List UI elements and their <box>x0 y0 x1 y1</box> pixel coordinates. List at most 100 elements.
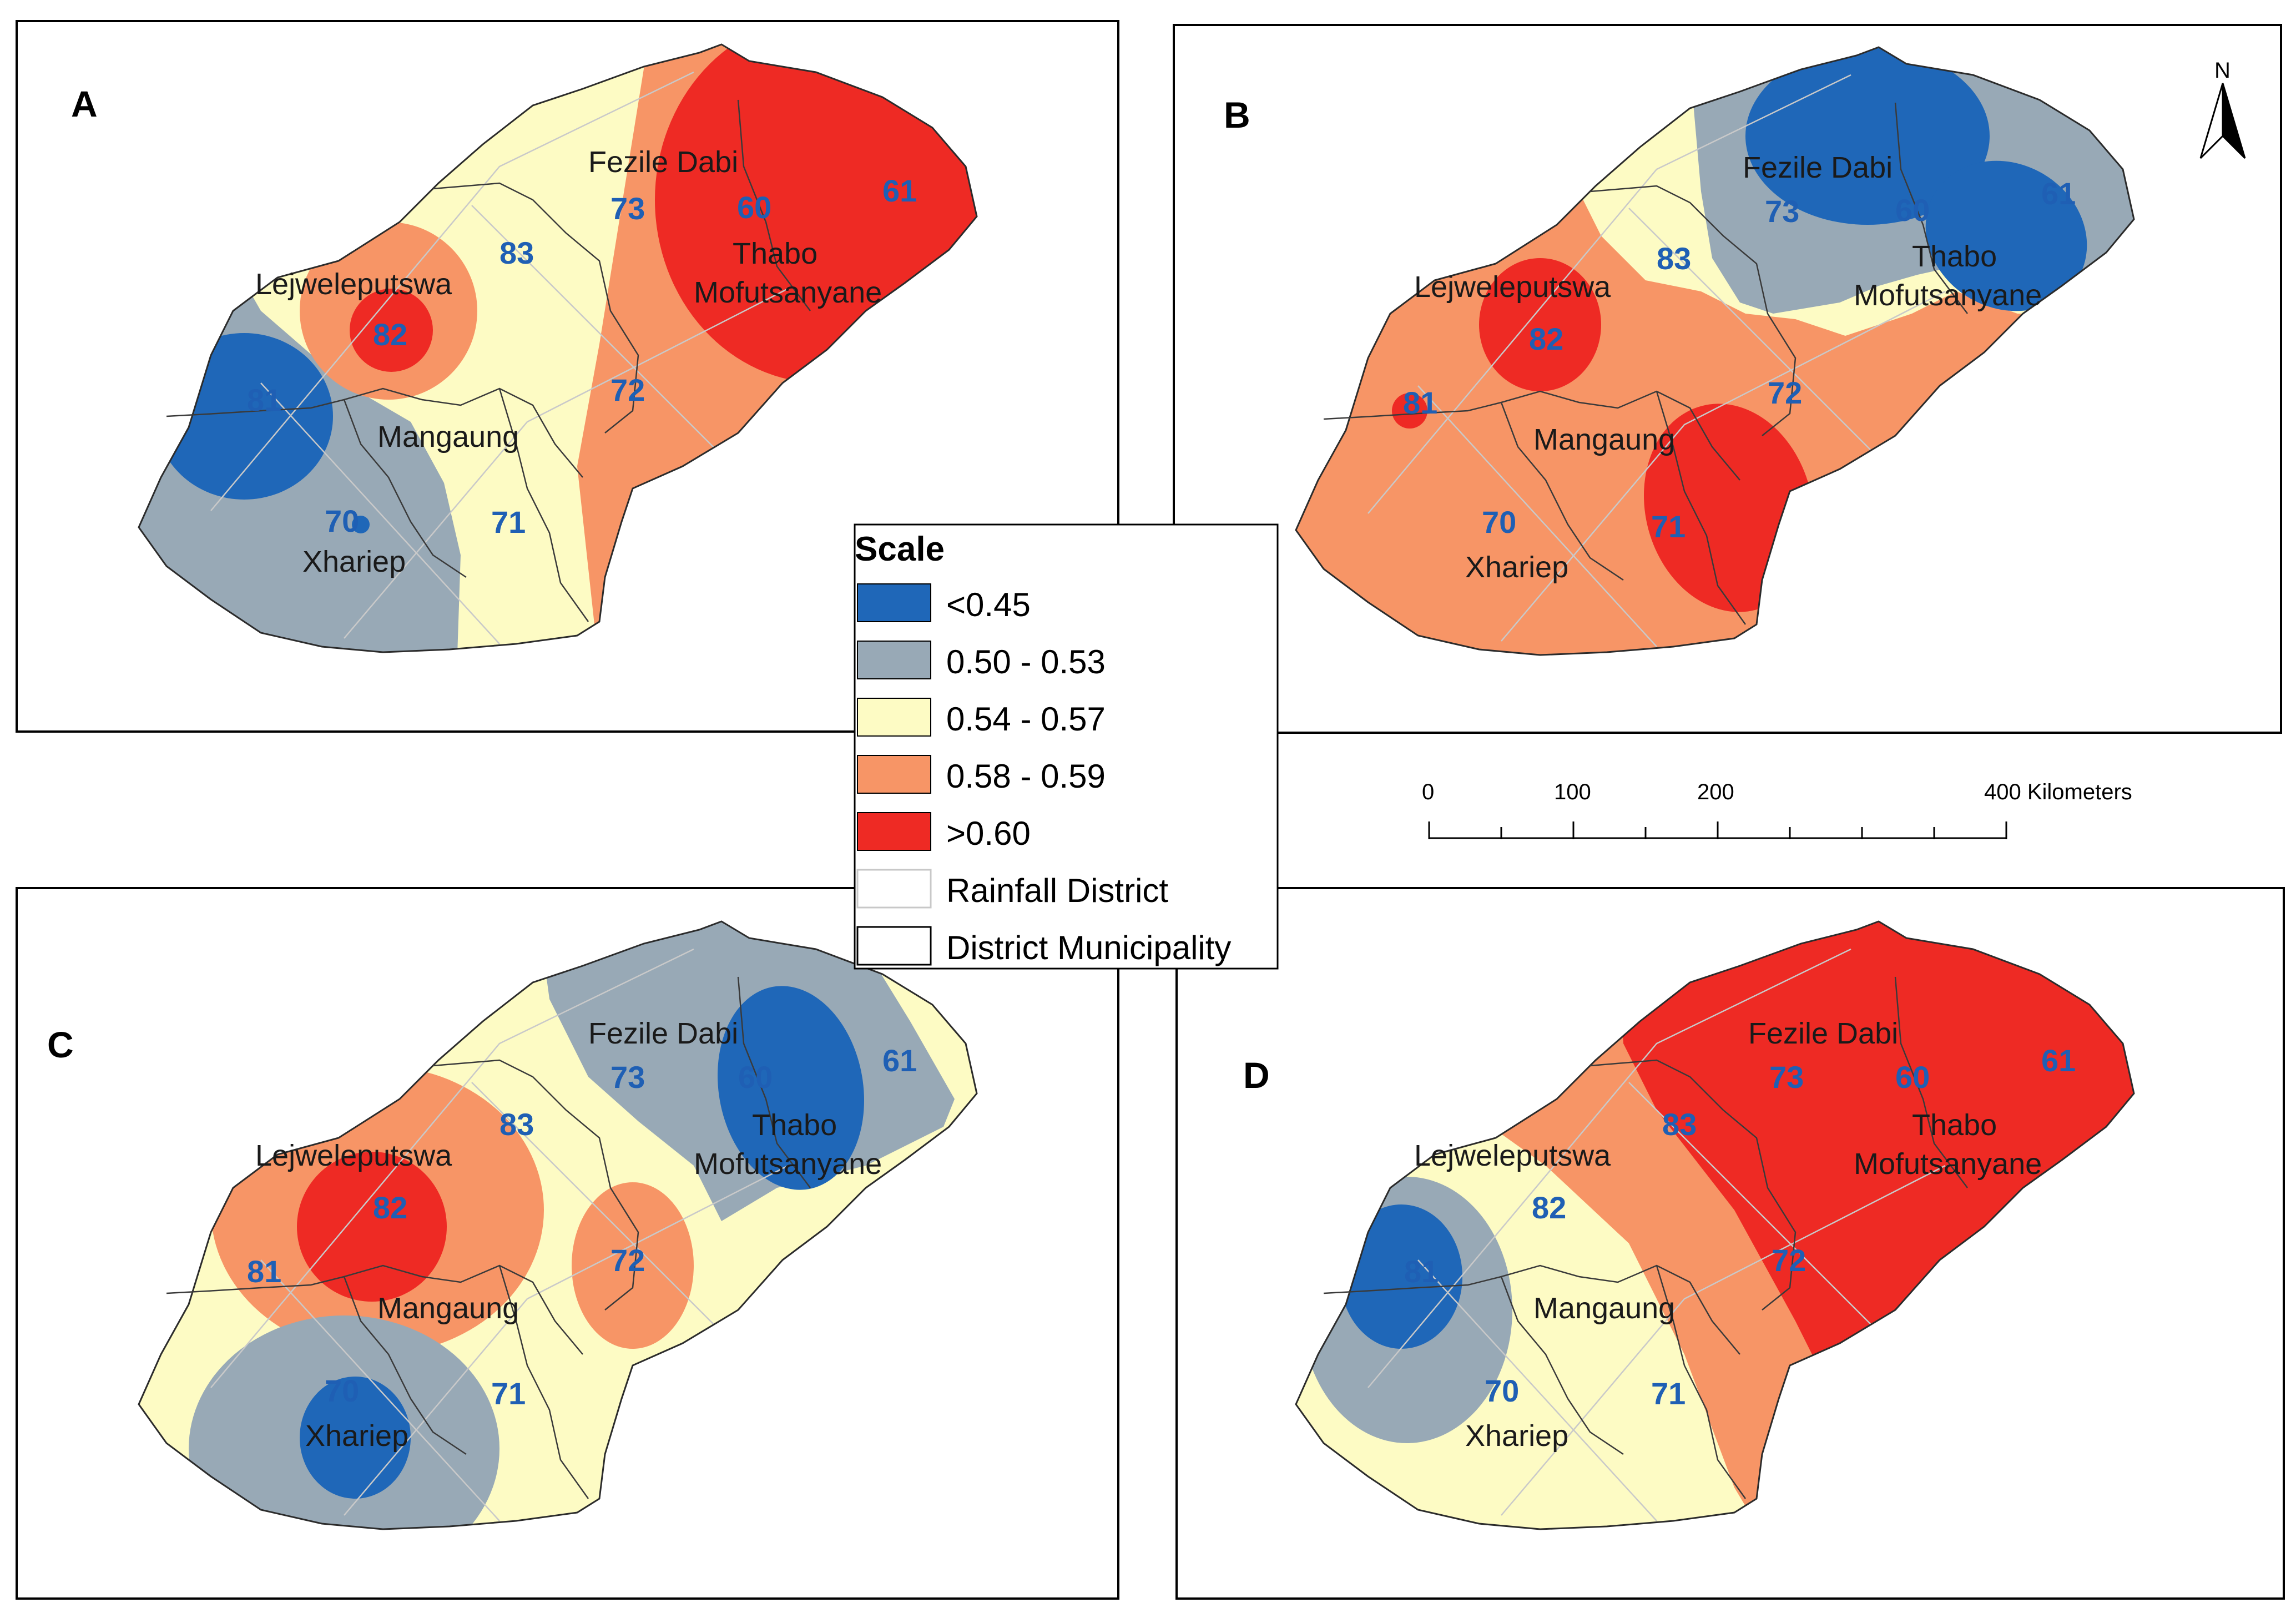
rainfall-district-83: 83 <box>499 235 534 270</box>
district-label-thabo-2: Mofutsanyane <box>1854 1147 2042 1181</box>
legend-label-gt060: >0.60 <box>946 815 1031 852</box>
rainfall-district-72: 72 <box>1768 375 1802 410</box>
district-label-thabo-2: Mofutsanyane <box>1854 279 2042 312</box>
district-label-thabo-1: Thabo <box>733 237 818 270</box>
rainfall-district-73: 73 <box>610 1060 645 1095</box>
zone-c-lejwe-red <box>297 1152 447 1302</box>
zone-b-dot-81 <box>1392 393 1427 429</box>
rainfall-district-71: 71 <box>1651 1376 1686 1411</box>
zone-b-fezile-blue <box>1745 47 1990 225</box>
district-label-mangaung: Mangaung <box>377 420 519 453</box>
rainfall-district-70: 70 <box>325 503 359 538</box>
panel-label-a: A <box>71 83 98 124</box>
rainfall-district-70: 70 <box>325 1373 359 1408</box>
scale-label-100: 100 <box>1554 780 1591 804</box>
legend-swatch-054-057 <box>857 698 931 737</box>
panel-a-labels: Fezile Dabi Thabo Mofutsanyane Lejwelepu… <box>247 145 917 578</box>
zone-c-thabo-blue <box>718 986 864 1190</box>
zone-c-72-orange <box>572 1182 694 1349</box>
legend-swatch-lt045 <box>857 583 931 622</box>
legend-title: Scale <box>855 530 945 568</box>
district-label-xhariep: Xhariep <box>1465 551 1568 584</box>
legend-swatch-050-053 <box>857 641 931 679</box>
rainfall-district-61: 61 <box>2041 176 2076 211</box>
district-label-fezile-dabi: Fezile Dabi <box>1743 151 1893 184</box>
scale-label-400: 400 Kilometers <box>1984 780 2132 804</box>
district-label-xhariep: Xhariep <box>1465 1419 1568 1453</box>
district-label-thabo-2: Mofutsanyane <box>694 1147 882 1181</box>
zone-a-dot-70 <box>352 516 370 533</box>
north-arrow-label: N <box>2214 58 2231 83</box>
district-label-fezile-dabi: Fezile Dabi <box>1748 1017 1898 1050</box>
legend: Scale <0.45 0.50 - 0.53 0.54 - 0.57 0.58… <box>854 523 1279 970</box>
panel-label-d: D <box>1243 1055 1270 1096</box>
rainfall-district-82: 82 <box>1532 1190 1566 1225</box>
district-label-mangaung: Mangaung <box>1533 1292 1675 1325</box>
rainfall-district-71: 71 <box>491 505 526 540</box>
rainfall-district-81: 81 <box>247 382 281 417</box>
district-label-lejweleputswa: Lejweleputswa <box>255 268 452 301</box>
rainfall-district-60: 60 <box>1895 1060 1930 1095</box>
rainfall-district-60: 60 <box>738 1060 773 1095</box>
legend-label-054-057: 0.54 - 0.57 <box>946 700 1106 738</box>
rainfall-district-73: 73 <box>610 191 645 226</box>
legend-label-050-053: 0.50 - 0.53 <box>946 643 1106 681</box>
north-arrow-icon: N <box>2199 58 2246 159</box>
scale-label-0: 0 <box>1422 780 1434 804</box>
legend-label-058-059: 0.58 - 0.59 <box>946 758 1106 795</box>
rainfall-district-71: 71 <box>491 1376 526 1411</box>
legend-swatch-gt060 <box>857 812 931 851</box>
scale-label-200: 200 <box>1697 780 1734 804</box>
panel-label-b: B <box>1224 94 1250 135</box>
panel-c-labels: Fezile Dabi Thabo Mofutsanyane Lejwelepu… <box>247 1017 917 1453</box>
panel-b-labels: Fezile Dabi Thabo Mofutsanyane Lejwelepu… <box>1403 151 2076 584</box>
rainfall-district-73: 73 <box>1769 1060 1804 1095</box>
rainfall-district-83: 83 <box>499 1107 534 1142</box>
rainfall-district-70: 70 <box>1485 1373 1519 1408</box>
rainfall-district-72: 72 <box>610 372 645 407</box>
rainfall-district-60: 60 <box>1895 193 1930 228</box>
district-label-thabo-1: Thabo <box>1912 240 1997 273</box>
legend-label-lt045: <0.45 <box>946 586 1031 623</box>
legend-label-district-municipality: District Municipality <box>946 929 1231 966</box>
rainfall-district-61: 61 <box>2041 1043 2076 1078</box>
rainfall-district-81: 81 <box>1403 385 1437 420</box>
panel-label-c: C <box>47 1024 74 1065</box>
rainfall-district-71: 71 <box>1651 509 1686 544</box>
rainfall-district-81: 81 <box>247 1254 281 1289</box>
rainfall-district-82: 82 <box>373 1190 407 1225</box>
legend-swatch-district-municipality <box>856 926 932 966</box>
rainfall-district-70: 70 <box>1482 505 1516 540</box>
zone-d-west-blue <box>1340 1204 1462 1349</box>
rainfall-district-72: 72 <box>610 1243 645 1278</box>
district-label-fezile-dabi: Fezile Dabi <box>588 145 738 179</box>
district-label-thabo-1: Thabo <box>752 1108 837 1142</box>
district-label-thabo-2: Mofutsanyane <box>694 276 882 309</box>
district-label-fezile-dabi: Fezile Dabi <box>588 1017 738 1050</box>
rainfall-district-73: 73 <box>1765 194 1799 229</box>
legend-swatch-rainfall-district <box>856 869 932 909</box>
rainfall-district-61: 61 <box>882 173 917 208</box>
district-label-thabo-1: Thabo <box>1912 1108 1997 1142</box>
rainfall-district-83: 83 <box>1662 1107 1697 1142</box>
district-label-lejweleputswa: Lejweleputswa <box>1414 1139 1611 1172</box>
zone-c-xhariep-blue <box>300 1377 411 1499</box>
district-label-lejweleputswa: Lejweleputswa <box>1414 270 1611 304</box>
rainfall-district-81: 81 <box>1404 1254 1439 1289</box>
rainfall-district-72: 72 <box>1772 1243 1806 1278</box>
rainfall-district-61: 61 <box>882 1043 917 1078</box>
district-label-xhariep: Xhariep <box>302 545 406 578</box>
rainfall-district-60: 60 <box>737 190 771 225</box>
panel-d-labels: Fezile Dabi Thabo Mofutsanyane Lejwelepu… <box>1404 1017 2076 1453</box>
district-label-xhariep: Xhariep <box>305 1419 408 1453</box>
zone-b-thabo-blue <box>1925 160 2087 311</box>
zone-a-lejwe-red <box>350 289 433 372</box>
district-label-mangaung: Mangaung <box>377 1292 519 1325</box>
district-label-mangaung: Mangaung <box>1533 423 1675 456</box>
legend-swatch-058-059 <box>857 755 931 794</box>
rainfall-district-82: 82 <box>1529 321 1563 356</box>
rainfall-district-82: 82 <box>373 317 407 352</box>
rainfall-district-83: 83 <box>1657 241 1691 276</box>
district-label-lejweleputswa: Lejweleputswa <box>255 1139 452 1172</box>
legend-label-rainfall-district: Rainfall District <box>946 872 1168 909</box>
